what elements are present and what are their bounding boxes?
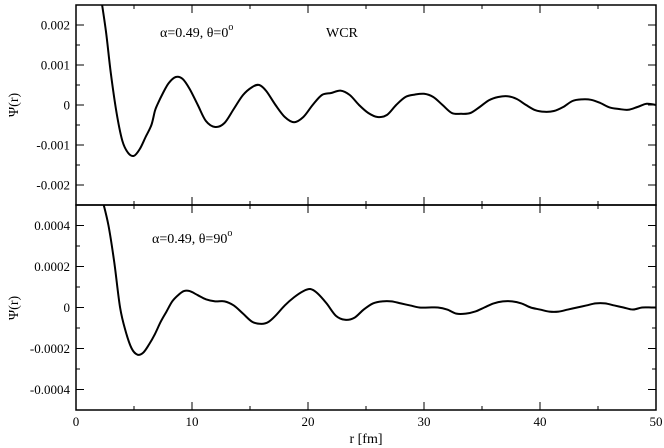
x-tick-label: 20	[302, 414, 315, 429]
x-tick-label: 0	[73, 414, 80, 429]
x-tick-label: 30	[418, 414, 431, 429]
bottom-panel-y-axis-label: Ψ(r)	[7, 296, 22, 321]
top-panel: -0.002 -0.001 0 0.001 0.002 α=0.49, θ=0o WCR…	[7, 4, 657, 206]
bottom-panel-y-tick-labels: -0.0004 -0.0002 0 0.0002 0.0004	[30, 218, 71, 397]
y-tick-label: -0.0002	[30, 341, 70, 356]
top-annotation-degree: o	[228, 22, 233, 33]
y-tick-label: 0	[64, 300, 71, 315]
x-axis-label: r [fm]	[349, 432, 382, 447]
y-tick-label: 0.0004	[34, 218, 70, 233]
y-tick-label: -0.001	[36, 138, 70, 153]
x-tick-label: 50	[650, 414, 663, 429]
bottom-annotation-main: α=0.49, θ=90	[152, 232, 227, 247]
top-panel-y-tick-labels: -0.002 -0.001 0 0.001 0.002	[36, 18, 70, 193]
y-tick-label: 0.002	[41, 18, 70, 33]
y-tick-label: 0.0002	[34, 259, 70, 274]
bottom-panel-curve	[102, 205, 656, 356]
bottom-panel-ticks	[75, 204, 657, 411]
bottom-panel-annotation: α=0.49, θ=90o	[152, 228, 232, 247]
wcr-label: WCR	[326, 26, 359, 41]
y-tick-label: 0.001	[41, 58, 70, 73]
top-panel-curve	[101, 5, 656, 157]
y-tick-label: 0	[64, 98, 71, 113]
y-tick-label: -0.002	[36, 178, 70, 193]
y-tick-label: -0.0004	[30, 382, 71, 397]
top-annotation-main: α=0.49, θ=0	[160, 26, 228, 41]
x-tick-label: 40	[534, 414, 547, 429]
bottom-annotation-degree: o	[227, 228, 232, 239]
top-panel-annotation: α=0.49, θ=0o	[160, 22, 233, 41]
top-panel-y-axis-label: Ψ(r)	[7, 93, 22, 118]
x-tick-label: 10	[186, 414, 199, 429]
x-tick-labels: 0 10 20 30 40 50	[73, 414, 663, 429]
